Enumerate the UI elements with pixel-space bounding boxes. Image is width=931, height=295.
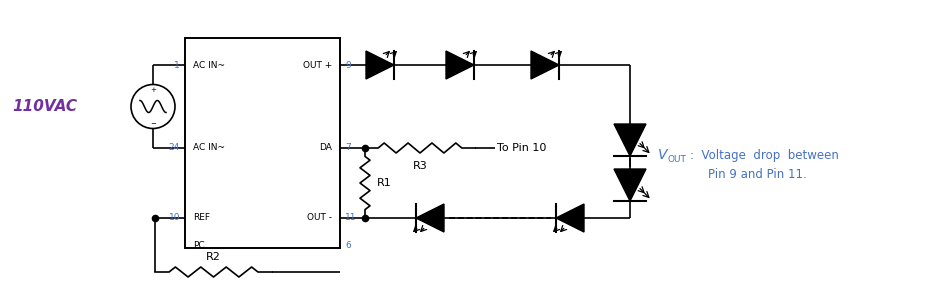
Polygon shape bbox=[556, 204, 584, 232]
Text: OUT +: OUT + bbox=[303, 60, 332, 70]
Text: 24: 24 bbox=[169, 143, 180, 153]
Text: V: V bbox=[658, 148, 668, 162]
Text: Pin 9 and Pin 11.: Pin 9 and Pin 11. bbox=[708, 168, 807, 181]
Text: 6: 6 bbox=[345, 240, 351, 250]
Polygon shape bbox=[446, 51, 474, 79]
Text: 1: 1 bbox=[174, 60, 180, 70]
Polygon shape bbox=[531, 51, 559, 79]
Text: +: + bbox=[150, 88, 155, 94]
Text: To Pin 10: To Pin 10 bbox=[497, 143, 546, 153]
Text: 10: 10 bbox=[169, 214, 180, 222]
Circle shape bbox=[131, 84, 175, 129]
Text: REF: REF bbox=[193, 214, 210, 222]
Polygon shape bbox=[614, 169, 646, 201]
Text: OUT: OUT bbox=[668, 155, 687, 165]
Polygon shape bbox=[614, 124, 646, 156]
Polygon shape bbox=[416, 204, 444, 232]
Text: OUT -: OUT - bbox=[307, 214, 332, 222]
Text: −: − bbox=[150, 120, 155, 127]
Text: PC: PC bbox=[193, 240, 205, 250]
Polygon shape bbox=[366, 51, 394, 79]
Text: DA: DA bbox=[319, 143, 332, 153]
Text: :  Voltage  drop  between: : Voltage drop between bbox=[690, 148, 839, 161]
Text: R2: R2 bbox=[206, 252, 221, 262]
Text: AC IN~: AC IN~ bbox=[193, 143, 225, 153]
Text: 110VAC: 110VAC bbox=[12, 99, 77, 114]
Text: 9: 9 bbox=[345, 60, 351, 70]
Bar bbox=[185, 38, 340, 248]
Text: AC IN~: AC IN~ bbox=[193, 60, 225, 70]
Text: R1: R1 bbox=[377, 178, 392, 188]
Text: 11: 11 bbox=[345, 214, 357, 222]
Text: 7: 7 bbox=[345, 143, 351, 153]
Text: R3: R3 bbox=[412, 161, 427, 171]
